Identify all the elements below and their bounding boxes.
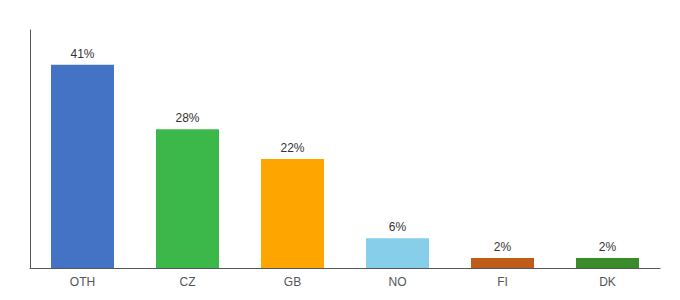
svg-text:2%: 2% bbox=[494, 240, 512, 254]
svg-text:6%: 6% bbox=[389, 220, 407, 234]
svg-text:OTH: OTH bbox=[70, 275, 95, 289]
svg-text:CZ: CZ bbox=[180, 275, 196, 289]
svg-text:FI: FI bbox=[497, 275, 508, 289]
svg-text:DK: DK bbox=[599, 275, 616, 289]
svg-text:28%: 28% bbox=[175, 111, 199, 125]
svg-text:NO: NO bbox=[389, 275, 407, 289]
svg-text:41%: 41% bbox=[70, 47, 94, 61]
svg-text:GB: GB bbox=[284, 275, 301, 289]
svg-text:22%: 22% bbox=[280, 141, 304, 155]
svg-text:2%: 2% bbox=[599, 240, 617, 254]
